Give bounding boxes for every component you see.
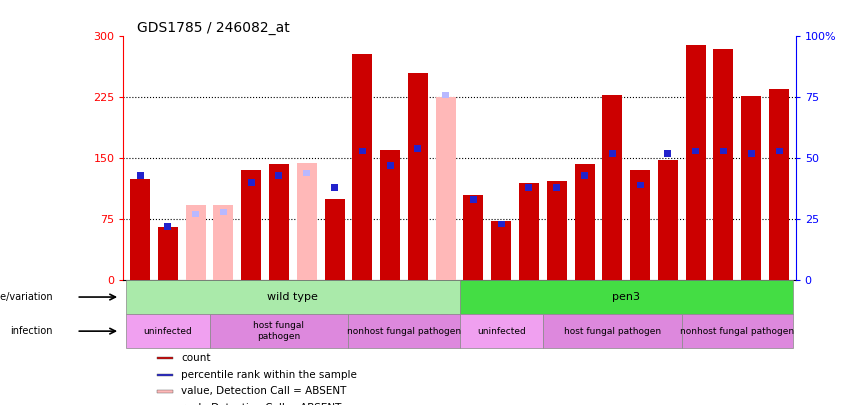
Bar (408, 73, 428, 280)
Bar (126, 314, 209, 348)
Text: GDS1785 / 246082_at: GDS1785 / 246082_at (137, 21, 289, 35)
Text: percentile rank within the sample: percentile rank within the sample (181, 370, 357, 379)
Bar (248, 179, 254, 186)
Bar (348, 314, 460, 348)
Bar (297, 163, 317, 280)
Bar (126, 280, 460, 314)
Bar (303, 170, 311, 176)
Bar (574, 164, 595, 280)
Bar (136, 172, 144, 179)
Bar (209, 314, 348, 348)
Bar (269, 164, 289, 280)
Text: genotype/variation: genotype/variation (0, 292, 53, 302)
Text: pen3: pen3 (612, 292, 640, 302)
Bar (682, 314, 793, 348)
Text: infection: infection (10, 326, 53, 336)
Bar (547, 181, 567, 280)
Bar (460, 314, 543, 348)
Text: nonhost fungal pathogen: nonhost fungal pathogen (680, 327, 794, 336)
Bar (608, 150, 616, 157)
Bar (220, 209, 227, 215)
Bar (491, 221, 511, 280)
Bar (164, 223, 171, 230)
Bar (130, 179, 150, 280)
Bar (324, 199, 345, 280)
Bar (157, 227, 178, 280)
Bar (658, 160, 678, 280)
Bar (157, 357, 173, 359)
Text: uninfected: uninfected (144, 327, 192, 336)
Bar (581, 172, 588, 179)
Text: host fungal pathogen: host fungal pathogen (563, 327, 661, 336)
Bar (157, 373, 173, 375)
Bar (380, 150, 400, 280)
Bar (214, 205, 233, 280)
Bar (460, 280, 793, 314)
Bar (713, 49, 734, 280)
Bar (464, 195, 483, 280)
Bar (748, 150, 755, 157)
Bar (386, 162, 394, 169)
Bar (352, 54, 372, 280)
Text: uninfected: uninfected (477, 327, 526, 336)
Bar (436, 97, 455, 280)
Bar (741, 96, 762, 280)
Bar (637, 182, 643, 188)
Bar (186, 205, 206, 280)
Bar (775, 148, 783, 154)
Bar (157, 390, 173, 392)
Bar (443, 92, 449, 98)
Text: value, Detection Call = ABSENT: value, Detection Call = ABSENT (181, 386, 346, 396)
Bar (630, 171, 650, 280)
Bar (543, 314, 682, 348)
Text: host fungal
pathogen: host fungal pathogen (254, 322, 305, 341)
Bar (692, 148, 700, 154)
Bar (603, 95, 622, 280)
Bar (519, 183, 539, 280)
Bar (720, 148, 727, 154)
Bar (525, 184, 533, 191)
Bar (686, 45, 705, 280)
Text: count: count (181, 353, 211, 363)
Text: wild type: wild type (267, 292, 318, 302)
Bar (470, 196, 477, 203)
Text: rank, Detection Call = ABSENT: rank, Detection Call = ABSENT (181, 403, 341, 405)
Bar (769, 89, 789, 280)
Bar (359, 148, 366, 154)
Bar (665, 150, 671, 157)
Bar (498, 221, 505, 227)
Bar (276, 172, 283, 179)
Bar (192, 211, 199, 217)
Bar (553, 184, 560, 191)
Bar (414, 145, 421, 152)
Text: nonhost fungal pathogen: nonhost fungal pathogen (347, 327, 461, 336)
Bar (241, 171, 261, 280)
Bar (331, 184, 338, 191)
